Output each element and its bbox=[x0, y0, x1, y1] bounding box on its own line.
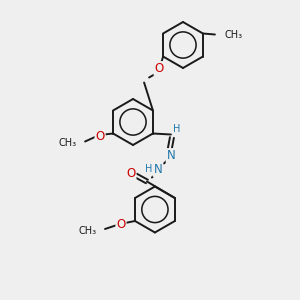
Text: O: O bbox=[154, 62, 164, 75]
Text: N: N bbox=[154, 163, 162, 176]
Text: CH₃: CH₃ bbox=[79, 226, 97, 236]
Text: O: O bbox=[95, 130, 105, 143]
Text: CH₃: CH₃ bbox=[225, 31, 243, 40]
Text: CH₃: CH₃ bbox=[59, 139, 77, 148]
Text: N: N bbox=[167, 149, 175, 162]
Text: O: O bbox=[116, 218, 126, 230]
Text: O: O bbox=[126, 167, 136, 180]
Text: H: H bbox=[173, 124, 181, 134]
Text: H: H bbox=[145, 164, 153, 175]
